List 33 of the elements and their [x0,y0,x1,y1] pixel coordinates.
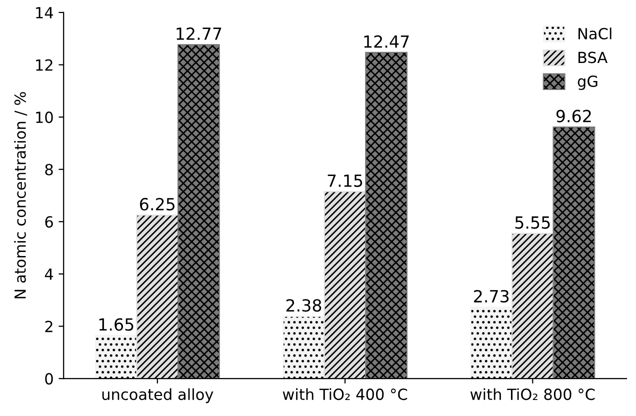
y-tick-label: 2 [45,320,52,332]
x-tick-label: uncoated alloy [102,388,214,404]
y-tick-label: 4 [44,268,54,280]
data-label: 5.55 [515,216,550,229]
bar [282,316,325,379]
bar [511,232,554,379]
y-tick-label: 12 [36,59,52,71]
legend-label: NaCl [578,28,612,40]
y-tick-label: 14 [36,7,54,18]
bar [324,191,366,379]
legend-label: gG [578,75,598,90]
y-tick-label: 10 [36,112,53,124]
data-label: 7.15 [328,174,362,187]
data-label: 9.62 [556,110,591,122]
data-label: 1.65 [99,318,134,331]
bar [365,52,408,379]
bar [94,334,138,379]
y-axis-title: N atomic concentration / % [14,92,28,298]
y-tick-label: 6 [45,216,53,228]
legend-label: BSA [578,52,608,64]
x-tick-label: with TiO₂ 800 °C [470,388,595,400]
y-tick-label: 8 [45,164,53,176]
data-label: 2.38 [286,299,322,312]
bar [136,214,179,379]
data-label: 2.73 [474,290,509,303]
x-tick-label: with TiO₂ 400 °C [282,388,408,400]
y-tick-label: 0 [45,373,53,385]
bar [177,44,220,379]
data-label: 12.47 [364,35,409,48]
bar [470,306,513,379]
data-label: 12.77 [176,27,222,40]
data-label: 6.25 [140,198,175,211]
bar [552,126,596,379]
